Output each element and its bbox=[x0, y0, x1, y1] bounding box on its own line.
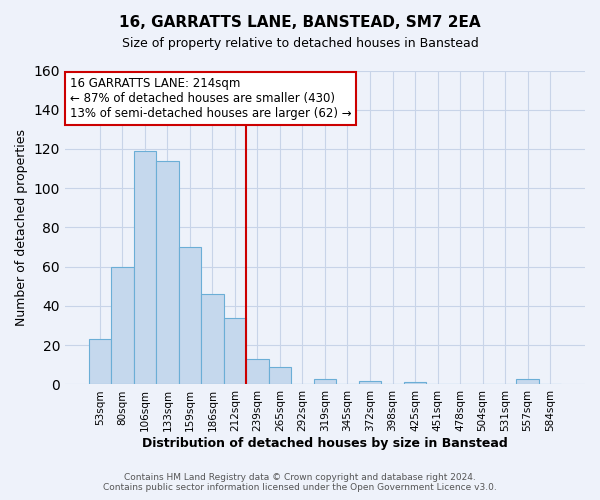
Bar bbox=[314, 378, 336, 384]
Text: Size of property relative to detached houses in Banstead: Size of property relative to detached ho… bbox=[122, 38, 478, 51]
Text: Contains HM Land Registry data © Crown copyright and database right 2024.
Contai: Contains HM Land Registry data © Crown c… bbox=[103, 473, 497, 492]
Bar bbox=[269, 367, 291, 384]
Bar bbox=[224, 318, 246, 384]
Bar bbox=[404, 382, 426, 384]
Bar bbox=[359, 380, 381, 384]
Bar bbox=[201, 294, 224, 384]
Bar bbox=[179, 247, 201, 384]
Bar bbox=[517, 378, 539, 384]
Bar bbox=[246, 359, 269, 384]
Text: 16, GARRATTS LANE, BANSTEAD, SM7 2EA: 16, GARRATTS LANE, BANSTEAD, SM7 2EA bbox=[119, 15, 481, 30]
Bar bbox=[156, 161, 179, 384]
Bar bbox=[134, 151, 156, 384]
Text: 16 GARRATTS LANE: 214sqm
← 87% of detached houses are smaller (430)
13% of semi-: 16 GARRATTS LANE: 214sqm ← 87% of detach… bbox=[70, 77, 352, 120]
Y-axis label: Number of detached properties: Number of detached properties bbox=[15, 129, 28, 326]
Bar bbox=[111, 266, 134, 384]
Bar bbox=[89, 340, 111, 384]
X-axis label: Distribution of detached houses by size in Banstead: Distribution of detached houses by size … bbox=[142, 437, 508, 450]
